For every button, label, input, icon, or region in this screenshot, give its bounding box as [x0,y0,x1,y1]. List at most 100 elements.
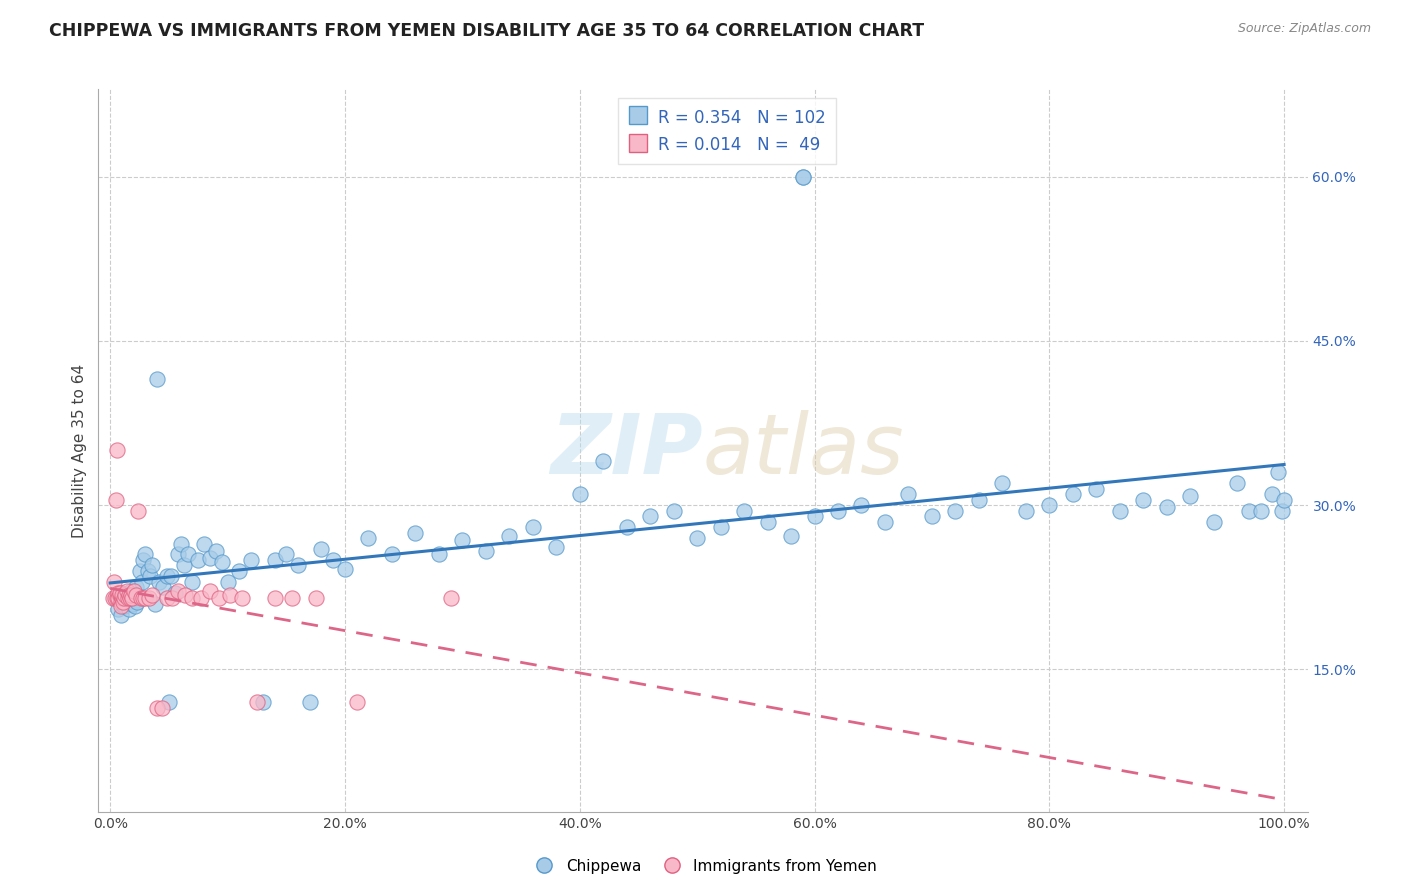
Legend: R = 0.354   N = 102, R = 0.014   N =  49: R = 0.354 N = 102, R = 0.014 N = 49 [619,97,837,164]
Point [129,591,152,606]
Point [231,591,253,606]
Point [1038,498,1060,512]
Point [167,583,190,598]
Point [346,695,368,709]
Point [733,503,755,517]
Point [616,520,638,534]
Point [152,580,174,594]
Point [792,169,814,184]
Text: CHIPPEWA VS IMMIGRANTS FROM YEMEN DISABILITY AGE 35 TO 64 CORRELATION CHART: CHIPPEWA VS IMMIGRANTS FROM YEMEN DISABI… [49,22,924,40]
Point [1015,503,1038,517]
Point [217,574,239,589]
Point [211,555,233,569]
Point [873,515,896,529]
Point [1132,492,1154,507]
Point [1062,487,1084,501]
Point [112,591,135,606]
Point [945,503,967,517]
Point [125,588,148,602]
Point [111,586,134,600]
Point [162,591,184,606]
Point [167,548,190,562]
Point [193,536,215,550]
Text: atlas: atlas [703,410,904,491]
Point [131,574,153,589]
Point [115,588,138,602]
Point [276,548,298,562]
Point [121,597,143,611]
Point [117,586,139,600]
Point [112,599,135,613]
Point [111,597,134,611]
Point [208,591,231,606]
Point [111,588,134,602]
Point [121,591,143,606]
Point [803,509,825,524]
Point [281,591,304,606]
Point [181,574,204,589]
Point [1237,503,1260,517]
Point [120,591,142,606]
Legend: Chippewa, Immigrants from Yemen: Chippewa, Immigrants from Yemen [523,853,883,880]
Point [141,558,163,573]
Point [592,454,614,468]
Point [198,550,221,565]
Point [1085,482,1108,496]
Point [110,607,132,622]
Point [120,588,142,602]
Point [228,564,250,578]
Point [110,599,132,613]
Point [107,586,129,600]
Point [176,548,198,562]
Point [173,558,195,573]
Point [322,553,344,567]
Point [1156,500,1178,515]
Point [451,533,474,548]
Point [155,569,177,583]
Point [1250,503,1272,517]
Point [107,602,129,616]
Point [710,520,733,534]
Point [105,591,128,606]
Point [103,574,125,589]
Point [546,540,568,554]
Point [139,569,162,583]
Point [155,591,177,606]
Point [404,525,426,540]
Point [148,574,170,589]
Point [427,548,450,562]
Point [1202,515,1225,529]
Point [150,700,173,714]
Point [132,553,155,567]
Point [181,591,204,606]
Point [381,548,404,562]
Point [118,602,141,616]
Point [120,583,142,598]
Point [111,591,134,606]
Text: Source: ZipAtlas.com: Source: ZipAtlas.com [1237,22,1371,36]
Point [304,591,326,606]
Point [219,588,242,602]
Point [1272,492,1295,507]
Point [252,695,274,709]
Point [991,476,1014,491]
Point [122,591,145,606]
Point [1108,503,1130,517]
Point [105,492,128,507]
Point [333,562,356,576]
Point [187,553,209,567]
Point [101,591,124,606]
Point [157,695,180,709]
Point [921,509,943,524]
Point [105,591,128,606]
Point [146,700,169,714]
Point [1271,503,1294,517]
Point [136,564,159,578]
Point [120,588,142,602]
Point [163,586,186,600]
Point [132,591,155,606]
Point [240,553,263,567]
Point [118,588,141,602]
Point [1261,487,1284,501]
Point [108,586,131,600]
